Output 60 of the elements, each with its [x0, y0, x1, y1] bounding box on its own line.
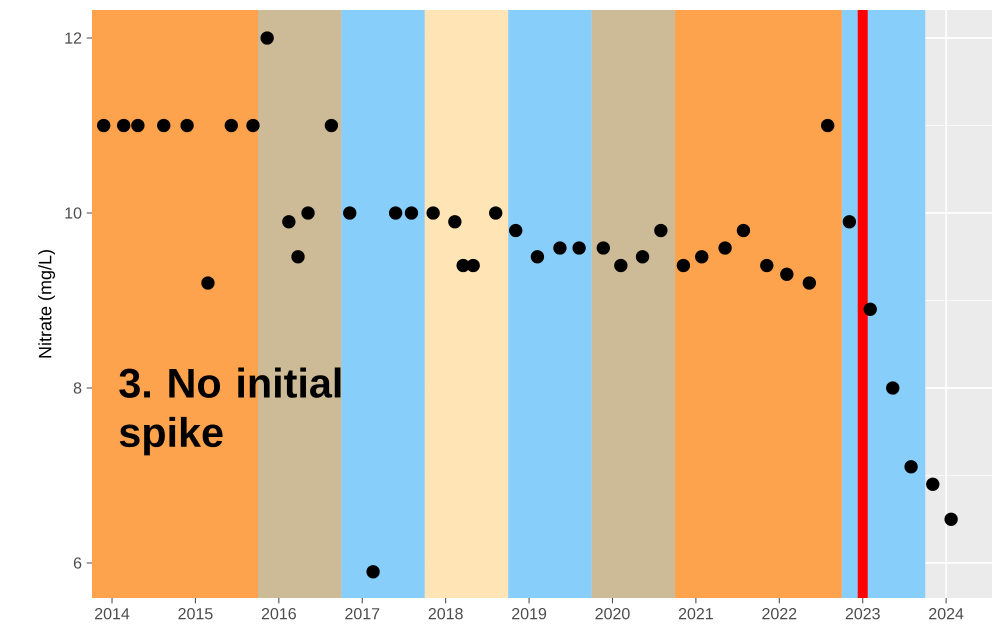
- point: [886, 381, 900, 395]
- point: [426, 206, 440, 220]
- point: [301, 206, 315, 220]
- x-tick-label: 2022: [762, 608, 796, 620]
- y-tick-label: 10: [65, 207, 82, 219]
- x-tick-label: 2020: [595, 608, 630, 620]
- point: [201, 276, 215, 290]
- y-tick-label: 12: [65, 32, 82, 44]
- point: [842, 215, 856, 228]
- point: [117, 118, 130, 132]
- point: [944, 512, 958, 526]
- point: [864, 302, 877, 316]
- x-tick-label: 2024: [929, 608, 964, 620]
- point: [509, 224, 522, 238]
- point: [530, 250, 544, 264]
- x-tick-label: 2016: [262, 608, 296, 620]
- point: [489, 206, 502, 220]
- point: [180, 118, 194, 132]
- point: [736, 224, 750, 238]
- point: [404, 206, 418, 220]
- annotation: 3. No initial spike: [119, 367, 340, 456]
- y-tick-label: 8: [74, 382, 82, 394]
- point: [654, 224, 668, 238]
- point: [596, 241, 610, 255]
- point: [780, 268, 794, 281]
- x-tick-label: 2019: [512, 608, 546, 620]
- point: [614, 258, 628, 272]
- point: [388, 206, 402, 220]
- point: [260, 31, 274, 45]
- point: [760, 258, 774, 272]
- point: [466, 258, 480, 272]
- x-tick-label: 2014: [95, 608, 130, 620]
- point: [291, 250, 305, 264]
- point: [343, 206, 356, 220]
- point: [904, 460, 918, 474]
- point: [282, 215, 296, 228]
- point: [97, 118, 110, 132]
- x-tick-label: 2017: [345, 608, 380, 620]
- point: [157, 118, 170, 132]
- x-tick-label: 2018: [428, 608, 463, 620]
- x-tick-label: 2015: [178, 608, 213, 620]
- point: [553, 241, 567, 255]
- point: [636, 250, 650, 264]
- x-tick-label: 2023: [846, 608, 880, 620]
- point: [224, 118, 238, 132]
- point: [246, 118, 260, 132]
- point: [324, 118, 338, 132]
- point: [802, 276, 816, 290]
- point: [131, 118, 145, 132]
- point: [448, 215, 462, 228]
- point: [695, 250, 708, 264]
- point: [718, 241, 732, 255]
- point: [926, 478, 940, 491]
- y-axis-title: Nitrate (mg/L): [38, 250, 56, 358]
- point: [572, 241, 586, 255]
- point: [676, 258, 690, 272]
- point: [366, 565, 380, 578]
- point: [821, 118, 834, 132]
- y-tick-label: 6: [74, 557, 82, 569]
- x-tick-label: 2021: [678, 608, 713, 620]
